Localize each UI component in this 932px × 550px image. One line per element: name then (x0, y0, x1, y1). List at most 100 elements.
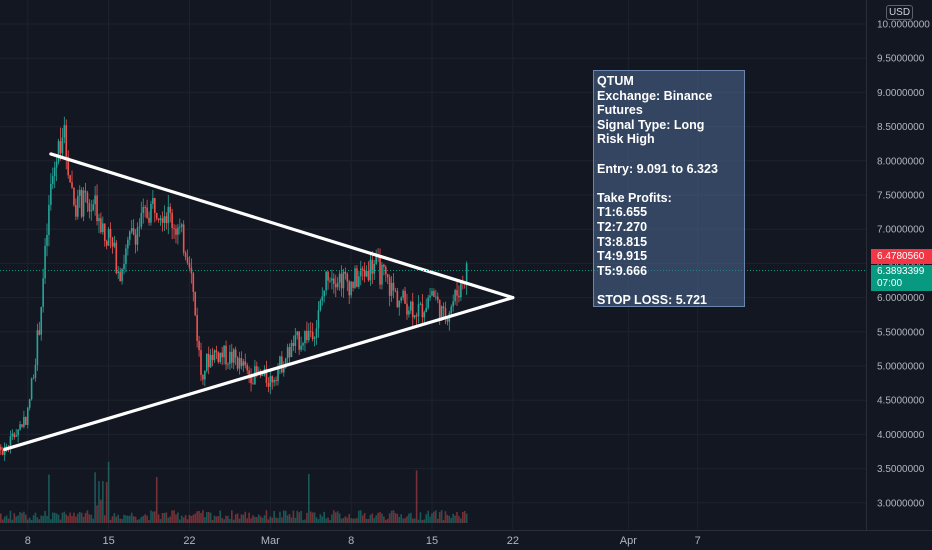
candle-body (75, 205, 77, 217)
candle-body (304, 330, 306, 344)
volume-bar (30, 519, 33, 523)
candle-body (236, 357, 239, 369)
volume-bar (115, 516, 118, 523)
candle-body (125, 248, 127, 264)
candle-body (367, 270, 370, 281)
time-axis[interactable]: 8 15 22 Mar 8 15 22 Apr 7 (0, 530, 932, 548)
volume-bar (290, 517, 293, 523)
volume-bar (286, 515, 289, 523)
trendline-lower[interactable] (3, 296, 515, 452)
time-tick-label: 22 (183, 535, 195, 547)
high-price-tag: 6.4780560 (871, 249, 932, 264)
signal-line: T3:8.815 (597, 234, 648, 249)
candle-body (207, 353, 210, 368)
candle-body (61, 137, 64, 154)
volume-bar (377, 512, 379, 523)
volume-bar (358, 510, 360, 523)
volume-bar (17, 515, 19, 523)
time-tick-label: Apr (620, 535, 637, 547)
price-tick-label: 5.0000000 (877, 362, 925, 373)
volume-bar (240, 514, 243, 523)
volume-bar (438, 512, 441, 523)
volume-bar (267, 519, 270, 523)
volume-bar (456, 511, 458, 523)
candle-body (40, 306, 43, 335)
candle-body (411, 301, 414, 318)
volume-bar (28, 517, 31, 523)
candle-body (250, 375, 252, 384)
volume-bar (159, 519, 162, 523)
volume-bar (227, 515, 229, 523)
candle-body (155, 212, 158, 219)
candle-body (21, 424, 23, 427)
candle-body (333, 278, 335, 284)
volume-bar (261, 517, 264, 523)
volume-bar (34, 512, 37, 523)
candle-body (32, 377, 35, 379)
candle-body (25, 417, 27, 425)
candle-body (142, 207, 145, 214)
volume-bar (257, 514, 260, 523)
trendline-upper[interactable] (49, 152, 515, 300)
candle-body (435, 296, 437, 298)
signal-line-gap (597, 278, 741, 293)
volume-bar (394, 513, 397, 523)
volume-bar (327, 517, 329, 523)
volume-bar (184, 515, 187, 523)
candle-body (346, 273, 349, 282)
volume-bar (259, 516, 262, 523)
volume-bar (390, 510, 393, 523)
candle-body (200, 350, 202, 375)
candle-body (392, 282, 395, 291)
volume-bar (400, 514, 402, 523)
volume-bar (246, 518, 248, 523)
candle-body (269, 376, 272, 387)
candle-body (398, 300, 401, 308)
candle-body (373, 263, 376, 274)
volume-bar (463, 510, 466, 523)
candle-body (309, 330, 312, 332)
candle-body (413, 315, 416, 318)
candle-body (90, 210, 93, 212)
candle-body (286, 347, 289, 359)
candle-body (148, 217, 150, 223)
volume-bar (356, 518, 358, 523)
volume-bar (94, 472, 96, 523)
volume-bar (103, 515, 106, 523)
volume-bar (234, 514, 237, 523)
candle-body (261, 375, 264, 376)
volume-bar (182, 517, 185, 523)
currency-label[interactable]: USD (886, 5, 913, 20)
volume-bar (311, 512, 314, 523)
signal-line: Futures (597, 103, 643, 118)
volume-bar (381, 513, 383, 523)
volume-bar (302, 519, 304, 523)
volume-bar (80, 512, 83, 523)
candle-body (107, 228, 110, 246)
price-tick-label: 9.0000000 (877, 88, 925, 99)
candle-body (82, 190, 85, 217)
volume-bar (342, 518, 345, 523)
candle-body (375, 254, 377, 264)
candle-body (46, 234, 48, 246)
volume-bar (402, 518, 404, 523)
candle-body (438, 299, 441, 321)
candle-body (103, 223, 106, 241)
candle-body (267, 383, 270, 387)
volume-bar (96, 505, 98, 523)
volume-bar (423, 519, 426, 523)
trendlines (3, 152, 515, 452)
signal-annotation-box[interactable]: QTUM Exchange: Binance Futures Signal Type:… (593, 70, 745, 307)
volume-bar (392, 510, 395, 523)
volume-bar (252, 515, 254, 523)
last-price-value: 6.3893399 (877, 266, 925, 277)
time-tick-label: 15 (426, 535, 438, 547)
candle-body (42, 278, 44, 307)
volume-bar (232, 519, 235, 523)
candle-body (192, 273, 195, 293)
volume-bar (119, 518, 121, 523)
candle-body (119, 271, 121, 282)
candle-body (325, 271, 327, 291)
candle-body (358, 276, 360, 287)
